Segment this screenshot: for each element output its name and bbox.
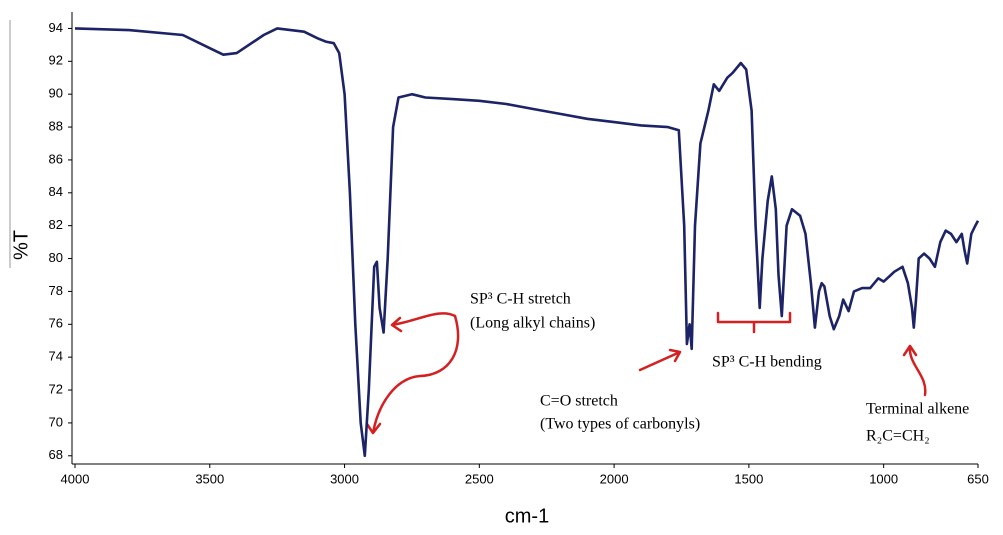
x-tick-label: 3500 [195, 471, 224, 486]
y-tick-label: 72 [49, 381, 63, 396]
y-tick-label: 78 [49, 283, 63, 298]
x-tick-label: 2500 [465, 471, 494, 486]
annotation: Terminal alkene [866, 401, 969, 418]
x-tick-label: 650 [967, 471, 989, 486]
arrow [638, 348, 682, 372]
y-tick-label: 82 [49, 217, 63, 232]
y-tick-label: 94 [49, 20, 63, 35]
arrow [902, 344, 927, 397]
spectrum-line [74, 27, 980, 458]
bracket [716, 311, 792, 334]
y-tick-label: 70 [49, 414, 63, 429]
arrow [390, 312, 457, 333]
y-axis-label: %T [10, 230, 32, 260]
annotation-arrows [365, 311, 927, 435]
x-tick-label: 2000 [600, 471, 629, 486]
annotation: SP³ C-H stretch [470, 291, 571, 308]
x-tick-label: 1500 [734, 471, 763, 486]
y-tick-label: 92 [49, 53, 63, 68]
y-tick-label: 84 [49, 184, 63, 199]
annotation: C=O stretch [540, 393, 618, 410]
y-tick-label: 74 [49, 349, 63, 364]
x-tick-label: 4000 [61, 471, 90, 486]
annotation: R₂C=CH₂ [866, 428, 930, 445]
y-tick-label: 76 [49, 316, 63, 331]
annotation: (Long alkyl chains) [470, 315, 595, 332]
y-tick-label: 88 [49, 118, 63, 133]
annotation: SP³ C-H bending [712, 354, 822, 371]
arrow [365, 314, 460, 435]
x-axis-label: cm-1 [505, 505, 549, 527]
annotation: (Two types of carbonyls) [540, 416, 700, 433]
x-tick-label: 3000 [330, 471, 359, 486]
y-tick-label: 68 [49, 447, 63, 462]
y-tick-label: 86 [49, 151, 63, 166]
y-tick-label: 80 [49, 250, 63, 265]
x-tick-label: 1000 [869, 471, 898, 486]
y-tick-label: 90 [49, 86, 63, 101]
